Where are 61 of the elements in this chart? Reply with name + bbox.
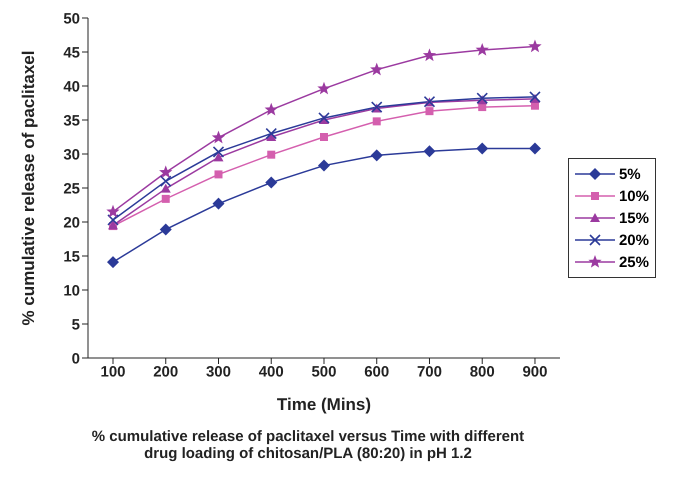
point [212, 130, 226, 144]
point [267, 150, 276, 159]
point [214, 170, 222, 178]
y-tick-label: 25 [63, 180, 80, 198]
y-tick-label: 50 [63, 10, 80, 28]
y-tick-label: 20 [63, 214, 80, 232]
point [476, 142, 488, 155]
point [528, 40, 542, 52]
y-tick-label: 45 [63, 44, 80, 62]
x-tick-label: 600 [364, 364, 390, 381]
point [265, 128, 278, 140]
point [265, 176, 278, 189]
point [213, 152, 224, 162]
point [476, 92, 488, 104]
x-tick-label: 300 [206, 364, 232, 381]
point [107, 214, 119, 226]
point [318, 160, 330, 172]
point [422, 48, 436, 62]
x-tick-label: 900 [522, 364, 548, 381]
y-axis-title: % cumulative release of paclitaxel [19, 50, 38, 326]
y-tick-label: 35 [63, 112, 80, 130]
point [317, 82, 331, 94]
text: % cumulative release of paclitaxel versus Time with different drug loading of chitosan/PLA (80:20) in pH 1.2 [90, 428, 526, 462]
point [370, 62, 384, 76]
point [320, 133, 328, 141]
point [372, 117, 381, 126]
y-tick-label: 0 [72, 350, 80, 368]
point [107, 256, 119, 268]
point [423, 145, 436, 158]
point [160, 184, 171, 193]
y-tick-label: 30 [63, 146, 80, 164]
y-tick-label: 40 [63, 78, 80, 96]
y-tick-label: 15 [63, 248, 80, 266]
point [318, 112, 330, 124]
point [264, 102, 278, 116]
point [159, 165, 172, 178]
point [529, 91, 541, 103]
point [370, 149, 383, 162]
x-tick-label: 200 [153, 364, 178, 381]
x-axis-title: Time (Mins) [276, 395, 372, 414]
legend-label: 20% [618, 232, 649, 248]
x-tick-label: 500 [311, 364, 336, 381]
point [106, 204, 120, 218]
legend-label: 25% [618, 254, 649, 270]
y-tick-label: 10 [63, 282, 80, 300]
point [160, 175, 172, 187]
point [160, 223, 172, 236]
y-tick-label: 5 [72, 316, 80, 334]
point [425, 107, 434, 116]
legend-label: 15% [618, 210, 649, 226]
legend-label: 10% [618, 188, 649, 204]
x-tick-label: 700 [416, 364, 442, 381]
point [528, 142, 541, 155]
point [212, 146, 224, 158]
x-tick-label: 100 [100, 364, 126, 381]
point [212, 198, 224, 210]
legend-label: 5% [618, 166, 641, 182]
x-tick-label: 400 [258, 364, 284, 381]
x-tick-label: 800 [470, 364, 495, 381]
point [162, 194, 170, 203]
point [476, 42, 489, 56]
